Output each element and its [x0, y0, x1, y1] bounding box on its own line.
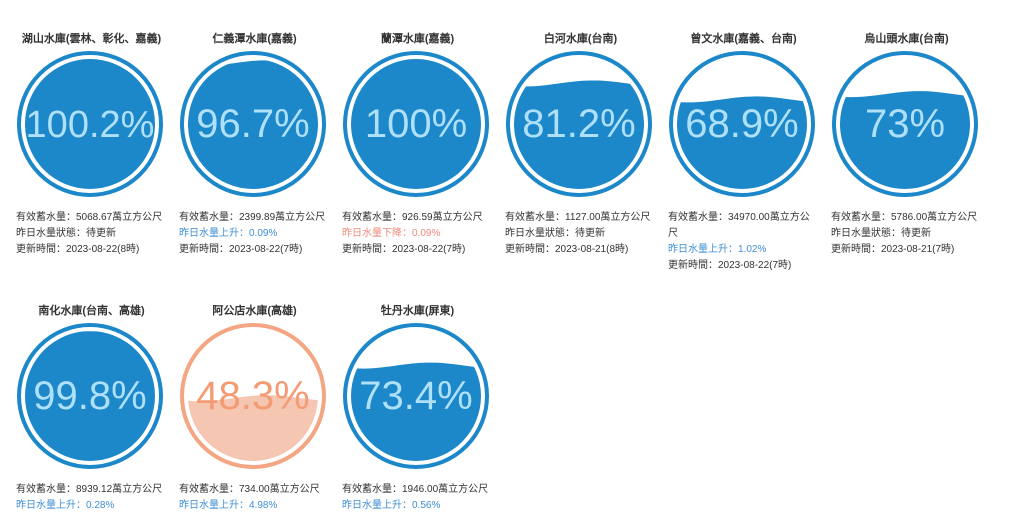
water-fill: [840, 91, 970, 189]
update-time: 2023-08-22(7時): [229, 244, 303, 255]
update-label: 更新時間：: [179, 244, 229, 255]
update-label: 更新時間：: [831, 244, 881, 255]
update-label: 更新時間：: [342, 244, 392, 255]
reservoir-title: 曾文水庫(嘉義、台南): [690, 33, 797, 45]
yesterday-status: 昨日水量上升：4.98%: [179, 500, 278, 511]
capacity-value: 34970.00萬立方公尺: [668, 212, 810, 239]
water-level-gauge: 73.4%: [343, 323, 489, 469]
water-level-gauge: 73%: [832, 51, 978, 197]
gauge-percent: 100%: [365, 102, 467, 146]
water-fill: [25, 59, 155, 189]
update-time: 2023-08-21(8時): [555, 244, 629, 255]
capacity-value: 8939.12萬立方公尺: [76, 484, 163, 495]
capacity-value: 2399.89萬立方公尺: [239, 212, 326, 223]
water-fill: [351, 362, 481, 461]
yesterday-status: 昨日水量狀態：待更新: [16, 228, 116, 239]
reservoir-title: 白河水庫(台南): [543, 33, 618, 45]
capacity-value: 1127.00萬立方公尺: [565, 212, 651, 223]
capacity-label: 有效蓄水量：: [831, 212, 891, 223]
reservoir-title: 牡丹水庫(屏東): [380, 305, 455, 317]
water-level-gauge: 100.2%: [17, 51, 163, 197]
gauge-percent: 81.2%: [522, 102, 635, 146]
update-label: 更新時間：: [16, 244, 66, 255]
reservoir-info: 有效蓄水量：734.00萬立方公尺 昨日水量上升：4.98%: [179, 482, 349, 514]
water-fill: [188, 395, 318, 461]
water-fill: [188, 60, 318, 189]
gauge-percent: 48.3%: [196, 374, 309, 418]
yesterday-status: 昨日水量上升：1.02%: [668, 244, 767, 255]
capacity-label: 有效蓄水量：: [342, 484, 402, 495]
reservoir-title: 湖山水庫(雲林、彰化、嘉義): [21, 33, 162, 45]
water-level-gauge: 68.9%: [669, 51, 815, 197]
update-label: 更新時間：: [668, 260, 718, 271]
capacity-label: 有效蓄水量：: [668, 212, 728, 223]
reservoir-info: 有效蓄水量：5068.67萬立方公尺 昨日水量狀態：待更新 更新時間：2023-…: [16, 210, 186, 258]
capacity-label: 有效蓄水量：: [505, 212, 565, 223]
water-level-gauge: 99.8%: [17, 323, 163, 469]
reservoir-info: 有效蓄水量：1127.00萬立方公尺 昨日水量狀態：待更新 更新時間：2023-…: [505, 210, 675, 258]
capacity-value: 926.59萬立方公尺: [402, 212, 483, 223]
reservoir-title: 阿公店水庫(高雄): [212, 305, 297, 317]
gauge-percent: 68.9%: [685, 102, 798, 146]
gauge-percent: 100.2%: [26, 104, 155, 146]
capacity-label: 有效蓄水量：: [342, 212, 402, 223]
water-fill: [514, 80, 644, 189]
capacity-label: 有效蓄水量：: [16, 212, 76, 223]
reservoir-info: 有效蓄水量：34970.00萬立方公尺 昨日水量上升：1.02% 更新時間：20…: [668, 210, 838, 274]
capacity-value: 1946.00萬立方公尺: [402, 484, 489, 495]
water-fill: [25, 331, 155, 461]
yesterday-status: 昨日水量狀態：待更新: [831, 228, 931, 239]
yesterday-status: 昨日水量上升：0.56%: [342, 500, 441, 511]
capacity-label: 有效蓄水量：: [16, 484, 76, 495]
gauge-percent: 73%: [865, 102, 945, 146]
gauge-percent: 96.7%: [196, 102, 309, 146]
reservoir-title: 蘭潭水庫(嘉義): [380, 33, 455, 45]
reservoir-title: 仁義潭水庫(嘉義): [212, 33, 297, 45]
capacity-value: 734.00萬立方公尺: [239, 484, 320, 495]
reservoir-info: 有效蓄水量：1946.00萬立方公尺 昨日水量上升：0.56%: [342, 482, 512, 514]
reservoir-info: 有效蓄水量：8939.12萬立方公尺 昨日水量上升：0.28%: [16, 482, 186, 514]
capacity-value: 5786.00萬立方公尺: [891, 212, 978, 223]
capacity-value: 5068.67萬立方公尺: [76, 212, 163, 223]
capacity-label: 有效蓄水量：: [179, 484, 239, 495]
reservoir-title: 烏山頭水庫(台南): [864, 33, 949, 45]
gauge-percent: 73.4%: [359, 374, 472, 418]
update-time: 2023-08-22(8時): [66, 244, 140, 255]
update-time: 2023-08-22(7時): [718, 260, 792, 271]
water-level-gauge: 48.3%: [180, 323, 326, 469]
reservoir-info: 有效蓄水量：2399.89萬立方公尺 昨日水量上升：0.09% 更新時間：202…: [179, 210, 349, 258]
water-fill: [677, 96, 807, 189]
yesterday-status: 昨日水量上升：0.09%: [179, 228, 278, 239]
yesterday-status: 昨日水量上升：0.28%: [16, 500, 115, 511]
yesterday-status: 昨日水量下降：0.09%: [342, 228, 441, 239]
water-level-gauge: 100%: [343, 51, 489, 197]
water-level-gauge: 96.7%: [180, 51, 326, 197]
update-label: 更新時間：: [505, 244, 555, 255]
reservoir-title: 南化水庫(台南、高雄): [38, 305, 145, 317]
reservoir-info: 有效蓄水量：5786.00萬立方公尺 昨日水量狀態：待更新 更新時間：2023-…: [831, 210, 1001, 258]
capacity-label: 有效蓄水量：: [179, 212, 239, 223]
update-time: 2023-08-22(7時): [392, 244, 466, 255]
water-fill: [351, 59, 481, 189]
update-time: 2023-08-21(7時): [881, 244, 955, 255]
yesterday-status: 昨日水量狀態：待更新: [505, 228, 605, 239]
reservoir-info: 有效蓄水量：926.59萬立方公尺 昨日水量下降：0.09% 更新時間：2023…: [342, 210, 512, 258]
water-level-gauge: 81.2%: [506, 51, 652, 197]
gauge-percent: 99.8%: [33, 374, 146, 418]
